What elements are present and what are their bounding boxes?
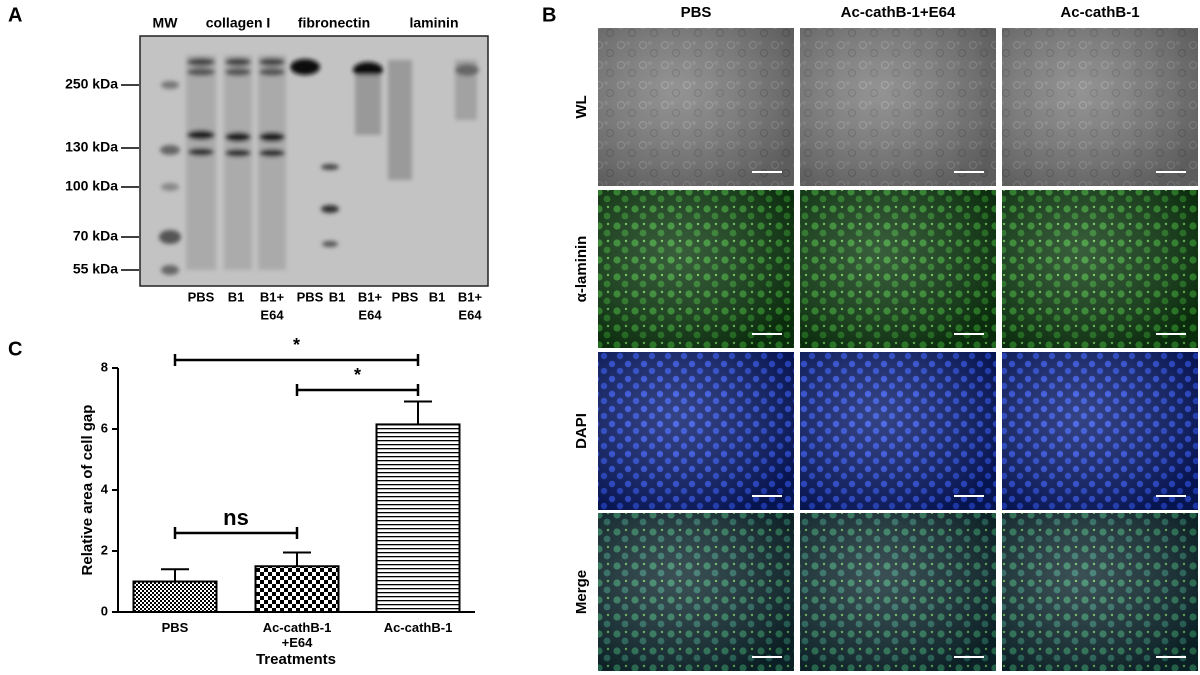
micrograph-shade [1002, 513, 1198, 671]
column-header: Ac-cathB-1+E64 [841, 4, 956, 21]
row-label: Merge [573, 570, 590, 614]
y-tick-label: 6 [101, 420, 108, 435]
significance-label: * [293, 335, 300, 355]
micrograph-shade [800, 28, 996, 186]
marker-label: 55 kDa [73, 261, 118, 277]
row-label: DAPI [573, 413, 590, 449]
y-axis-title: Relative area of cell gap [79, 405, 96, 576]
lane-label: B1 [329, 289, 346, 304]
column-header: PBS [681, 4, 712, 21]
lane-label: B1 [228, 289, 245, 304]
gel-bands [159, 55, 479, 275]
row-label: WL [573, 95, 590, 118]
micrograph-shade [1002, 190, 1198, 348]
panel-label: B [542, 4, 556, 26]
micrograph-shade [598, 190, 794, 348]
lane-label: B1 [429, 289, 446, 304]
lane-label: PBS [392, 289, 419, 304]
x-tick-label: Ac-cathB-1 [383, 620, 453, 635]
micrograph-shade [598, 513, 794, 671]
x-tick-label: PBS [161, 620, 189, 635]
significance-label: ns [223, 505, 249, 530]
micrograph-shade [1002, 28, 1198, 186]
y-tick-label: 2 [101, 542, 108, 557]
micrograph-shade [598, 352, 794, 510]
mw-label: MW [153, 15, 179, 31]
micrograph-shade [1002, 352, 1198, 510]
marker-label: 250 kDa [65, 76, 118, 92]
lane-label: B1+ [260, 289, 285, 304]
x-axis-title: Treatments [256, 651, 336, 668]
marker-label: 130 kDa [65, 139, 118, 155]
micrograph-shade [800, 513, 996, 671]
micrograph-shade [800, 190, 996, 348]
lane-label: PBS [188, 289, 215, 304]
lane-label: B1+ [358, 289, 383, 304]
lane-label: E64 [358, 307, 382, 322]
y-tick-label: 4 [101, 481, 109, 496]
lane-label: E64 [458, 307, 482, 322]
lane-label: B1+ [458, 289, 483, 304]
marker-label: 100 kDa [65, 178, 118, 194]
group-label: fibronectin [298, 15, 370, 31]
lane-label: PBS [297, 289, 324, 304]
y-tick-label: 8 [101, 359, 108, 374]
panel-label: C [8, 338, 22, 360]
bar [254, 565, 340, 613]
group-label: laminin [409, 15, 458, 31]
micrographs [598, 28, 1198, 671]
x-tick-label: Ac-cathB-1 +E64 [262, 620, 332, 650]
column-header: Ac-cathB-1 [1060, 4, 1139, 21]
lane-label: E64 [260, 307, 284, 322]
panel-label: A [8, 4, 22, 26]
y-tick-label: 0 [101, 603, 108, 618]
significance-label: * [354, 365, 361, 385]
marker-label: 70 kDa [73, 228, 118, 244]
micrograph-shade [598, 28, 794, 186]
bar [375, 423, 461, 613]
group-label: collagen I [206, 15, 271, 31]
micrograph-shade [800, 352, 996, 510]
bar [132, 580, 218, 613]
row-label: α-laminin [573, 236, 590, 303]
